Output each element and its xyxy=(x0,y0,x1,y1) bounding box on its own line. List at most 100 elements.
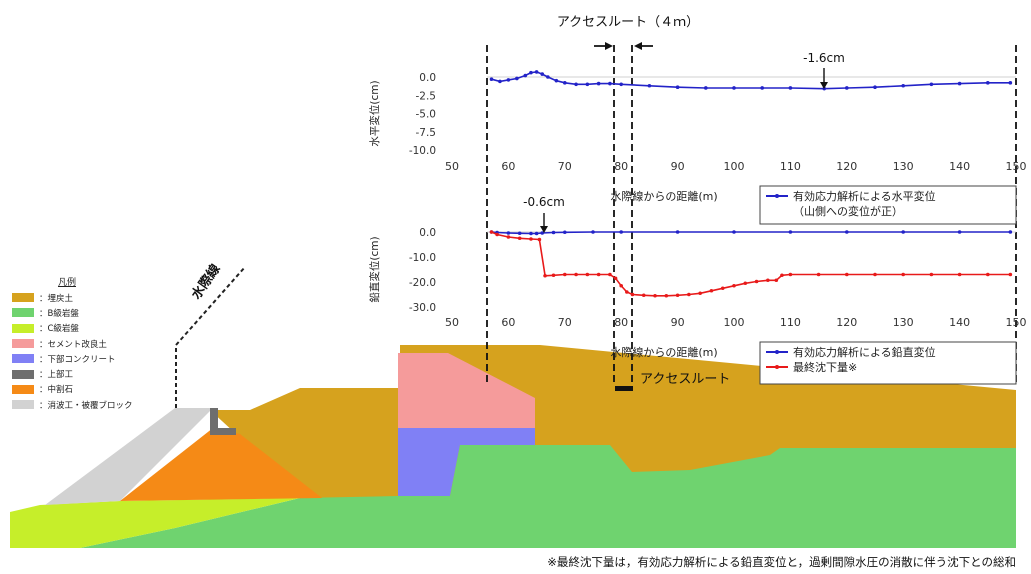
x-axis-title: 水際線からの距離(m) xyxy=(610,189,717,203)
x-tick-label: 60 xyxy=(501,316,515,329)
annotations: アクセスルート（４ｍ）-1.6cm-0.6cmアクセスルート水際線※最終沈下量は… xyxy=(188,15,1016,569)
data-point xyxy=(619,283,623,288)
series-line xyxy=(491,231,1011,235)
arrow-right-head xyxy=(605,42,613,50)
legend-swatch xyxy=(12,323,34,333)
data-point xyxy=(625,290,629,294)
data-point xyxy=(546,75,550,79)
legend-label: ：中割石 xyxy=(39,385,74,396)
x-tick-label: 90 xyxy=(671,160,685,173)
annotation-arrow-head xyxy=(820,82,828,89)
data-point xyxy=(563,272,567,277)
legend-point-marker xyxy=(775,365,779,369)
layer-armor-blocks xyxy=(45,408,213,505)
data-point xyxy=(489,230,494,234)
data-point xyxy=(641,293,646,298)
x-tick-label: 80 xyxy=(614,316,628,329)
data-point xyxy=(774,278,779,283)
x-tick-label: 60 xyxy=(501,160,515,173)
legend-item: ：消波工・被覆ブロック xyxy=(12,397,162,412)
data-point xyxy=(788,272,793,277)
x-tick-label: 110 xyxy=(780,316,801,329)
x-tick-label: 80 xyxy=(614,160,628,173)
layer-b-class-rock xyxy=(80,445,1016,548)
data-point xyxy=(619,230,623,234)
legend-item: ：上部工 xyxy=(12,366,162,381)
data-point xyxy=(675,85,680,90)
x-tick-label: 130 xyxy=(893,160,914,173)
arrow-left-head xyxy=(634,42,642,50)
data-point xyxy=(517,231,522,236)
legend-label: ：埋戻土 xyxy=(39,293,74,304)
data-point xyxy=(873,272,877,277)
data-point xyxy=(732,283,736,288)
data-point xyxy=(591,230,595,234)
data-point xyxy=(754,279,759,284)
access-route-bar xyxy=(615,386,633,391)
legend-swatch xyxy=(12,369,34,379)
data-point xyxy=(845,86,849,90)
annotation-arrow-head xyxy=(540,226,548,233)
legend-item: ：埋戻土 xyxy=(12,290,162,305)
data-point xyxy=(574,272,578,277)
y-tick-label: 0.0 xyxy=(419,72,436,84)
legend-item: ：中割石 xyxy=(12,382,162,397)
legend-swatch xyxy=(12,293,34,303)
data-point xyxy=(506,78,511,82)
layer-superstructure xyxy=(210,408,236,435)
data-point xyxy=(495,232,499,237)
data-point xyxy=(1008,230,1013,234)
access-route-label: アクセスルート xyxy=(640,372,730,387)
x-tick-label: 140 xyxy=(949,316,970,329)
x-tick-label: 100 xyxy=(724,160,745,173)
data-point xyxy=(585,82,590,87)
data-point xyxy=(845,230,849,234)
legend-swatch xyxy=(12,384,34,394)
data-point xyxy=(957,272,962,277)
data-point xyxy=(957,81,962,86)
cross-section-drawing xyxy=(10,266,1016,548)
data-point xyxy=(929,82,934,87)
legend-label: ：下部コンクリート xyxy=(39,354,116,365)
data-point xyxy=(540,231,545,235)
y-tick-label: -2.5 xyxy=(416,90,437,102)
data-point xyxy=(816,272,821,277)
data-point xyxy=(563,230,567,235)
legend-swatch xyxy=(12,354,34,364)
data-point xyxy=(709,288,714,293)
x-tick-label: 50 xyxy=(445,160,459,173)
data-point xyxy=(506,235,511,239)
data-point xyxy=(523,73,528,78)
legend-point-marker xyxy=(775,194,779,198)
data-point xyxy=(766,278,770,283)
layer-cement-improved-soil xyxy=(398,353,535,428)
data-point xyxy=(515,76,519,81)
data-point xyxy=(596,272,601,277)
chart-0: 0.0 -2.5 -5.0 -7.5 -10.0 50 60 70 80 90 100 110 120 1… xyxy=(368,70,1027,225)
data-point xyxy=(540,72,545,76)
data-point xyxy=(608,272,612,277)
x-tick-label: 150 xyxy=(1006,316,1027,329)
legend-entry: 最終沈下量※ xyxy=(793,360,857,374)
x-tick-label: 140 xyxy=(949,160,970,173)
data-point xyxy=(873,85,877,90)
y-tick-label: -30.0 xyxy=(409,302,436,314)
x-tick-label: 90 xyxy=(671,316,685,329)
legend-item: ：B級岩盤 xyxy=(12,305,162,320)
data-point xyxy=(630,292,635,297)
legend: 凡例 ：埋戻土 ：B級岩盤 ：C級岩盤 ：セメント改良土 ：下部コンクリート ：上部工 ：中… xyxy=(12,275,162,412)
data-point xyxy=(957,230,962,234)
data-point xyxy=(619,82,623,87)
data-point xyxy=(743,281,748,286)
y-axis-title: 水平変位(cm) xyxy=(368,80,381,146)
legend-label: ：上部工 xyxy=(39,370,74,381)
data-point xyxy=(845,272,849,277)
series-line xyxy=(491,231,1011,297)
data-point xyxy=(529,237,533,241)
data-point xyxy=(732,86,736,90)
legend-title: 凡例 xyxy=(57,278,76,288)
chart-legend-box xyxy=(759,185,1017,225)
data-point xyxy=(675,230,680,234)
legend-point-marker xyxy=(775,350,779,354)
